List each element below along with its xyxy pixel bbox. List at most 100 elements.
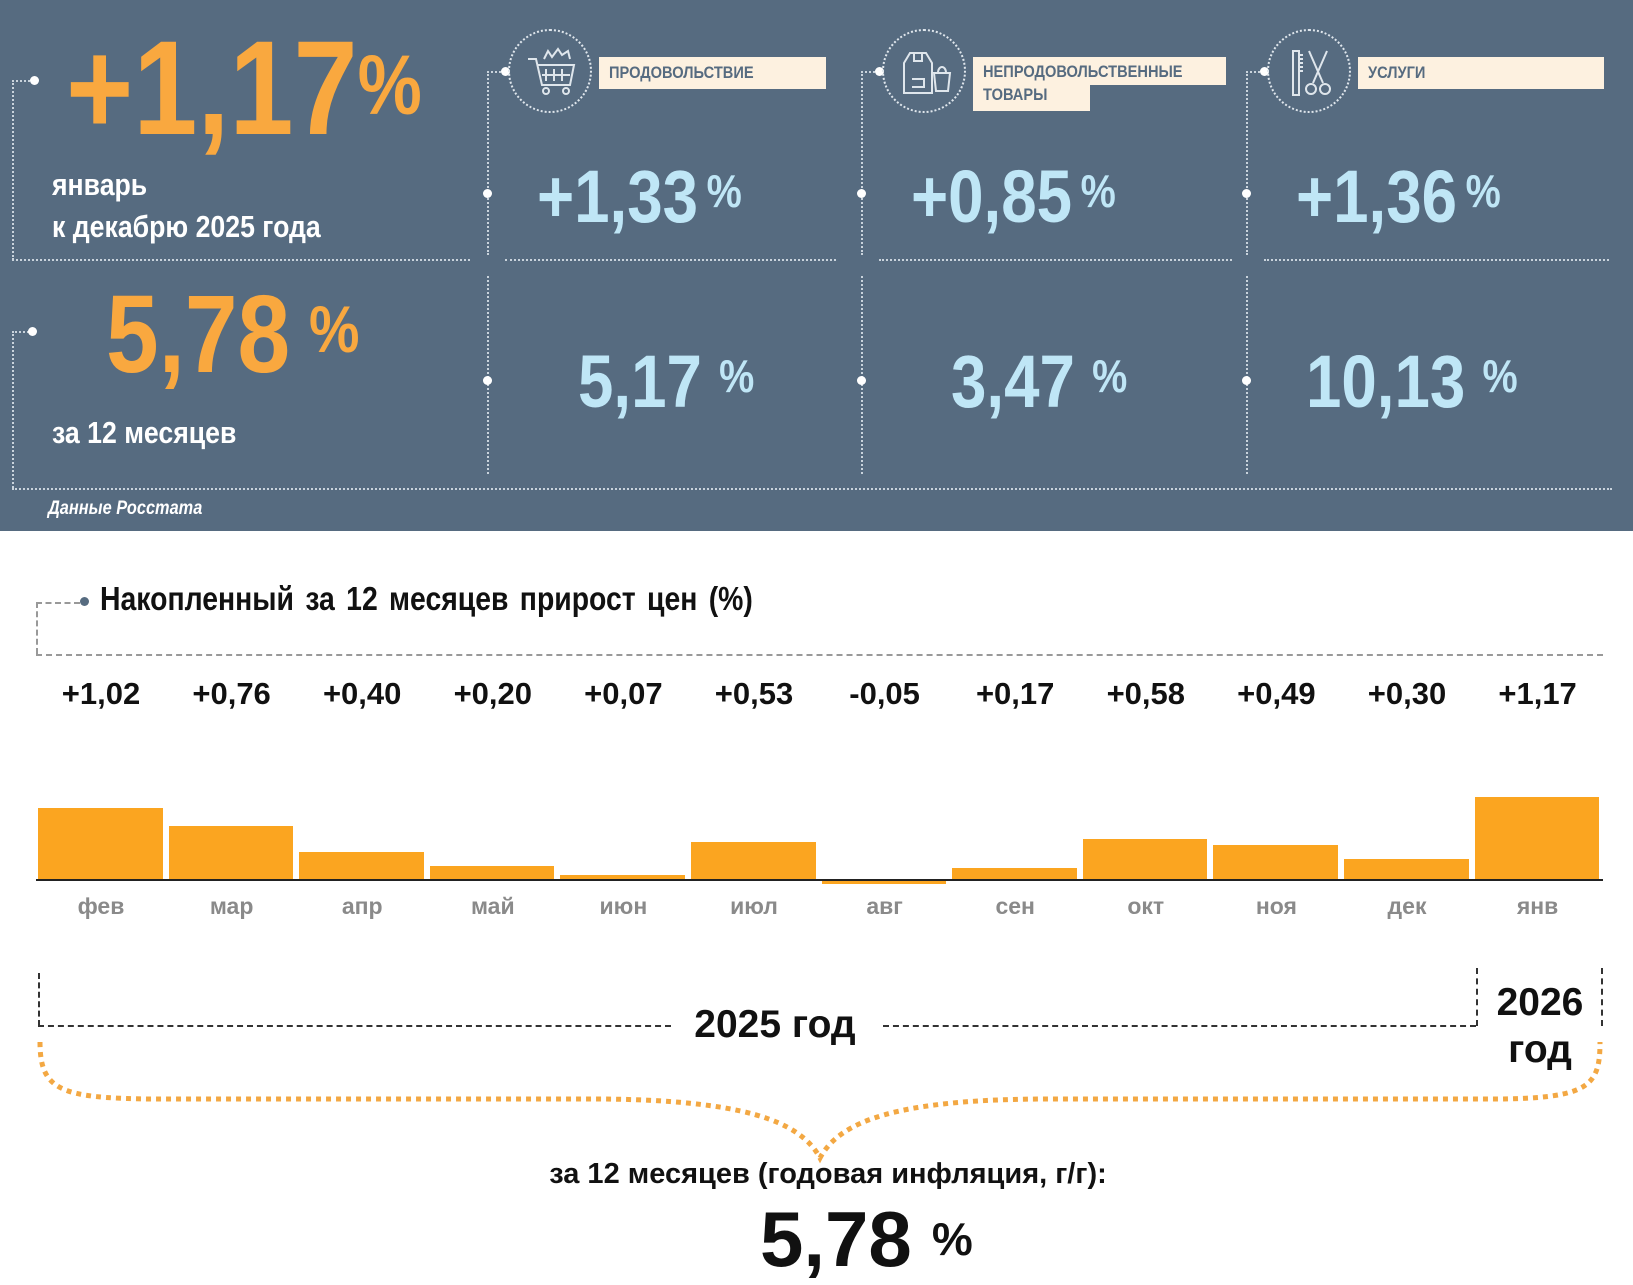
bar-авг [821,880,947,884]
column-divider [861,276,863,474]
summary-panel: +1,17% январь к декабрю 2025 года 5,78% з… [0,0,1633,531]
connector-dot [483,376,492,385]
value-label: +0,58 [1106,676,1186,711]
value-label: +0,53 [714,676,794,711]
category-label: УСЛУГИ [1358,57,1604,89]
category-annual-value: 5,17% [578,340,755,423]
annual-inflation-caption: за 12 месяцев (годовая инфляция, г/г): [549,1158,1107,1190]
divider [1264,259,1609,261]
divider [12,488,1612,490]
month-label: мар [209,893,254,919]
column-divider [861,71,863,255]
bar-ноя [1213,845,1338,880]
title-connector [36,602,38,654]
divider [12,259,470,261]
connector-dot [1242,376,1251,385]
bar-янв [1474,796,1600,880]
annual-caption: за 12 месяцев [52,415,237,450]
annual-inflation-total: 5,78% [760,1195,973,1283]
bracket-2025-line [38,1025,671,1027]
month-label: сен [995,893,1035,919]
bar-дек [1344,858,1469,880]
month-label: июл [730,893,778,919]
column-divider [487,71,489,255]
month-label: апр [341,893,383,919]
category-annual-value: 3,47% [951,340,1128,423]
bar-окт [1082,838,1208,880]
connector-dot [1242,189,1251,198]
month-label: дек [1387,893,1427,919]
month-label: май [470,893,515,919]
title-connector [36,602,80,604]
month-label: июн [599,893,648,919]
value-label: +0,76 [192,676,271,711]
bracket-divider [1476,968,1478,1026]
category-label: НЕПРОДОВОЛЬСТВЕННЫЕ [973,57,1226,85]
value-label: -0,05 [849,676,920,711]
month-label: янв [1516,893,1559,919]
connector-line [12,80,34,82]
connector-dot [857,376,866,385]
value-label: +0,20 [453,676,533,711]
category-annual-value: 10,13% [1306,340,1518,423]
comb-scissors-icon [1267,29,1351,113]
bar-мар [168,826,294,880]
connector-line [861,71,879,73]
year-2025-label: 2025 год [694,1003,856,1046]
connector-dot [28,327,37,336]
month-label: авг [866,893,903,919]
connector-dot [875,67,884,76]
chart-title: Накопленный за 12 месяцев прирост цен (%… [100,580,753,617]
monthly-inflation-value: +1,17% [66,14,422,163]
month-label: ноя [1255,893,1297,919]
connector-dot [483,189,492,198]
monthly-caption: январь к декабрю 2025 года [52,167,321,244]
year-2026-label: 2026 год [1496,981,1584,1071]
clothing-bag-icon [882,29,966,113]
connector-line [12,331,32,333]
value-label: +0,07 [584,676,663,711]
annual-inflation-value: 5,78% [106,273,360,396]
bracket-2025-left [38,973,40,1026]
value-label: +0,30 [1367,676,1447,711]
bar-май [429,865,555,880]
connector-line [12,331,14,488]
value-label: +0,40 [322,676,402,711]
value-label: +0,17 [975,676,1055,711]
value-label: +1,02 [61,676,141,711]
shopping-cart-icon [508,29,592,113]
bar-сен [952,867,1077,880]
bar-фев [38,807,163,880]
connector-dot [857,189,866,198]
bracket-2025-line [883,1025,1476,1027]
connector-line [1246,71,1264,73]
bar-июл [691,842,816,880]
month-label: окт [1127,893,1165,919]
bar-июн [560,875,685,880]
connector-line [12,80,14,260]
category-monthly-value: +0,85% [911,155,1116,238]
column-divider [1246,71,1248,255]
month-label: фев [77,893,125,919]
divider [505,259,836,261]
title-divider [36,654,1603,656]
divider [879,259,1232,261]
bracket-2026-right [1601,968,1603,1026]
column-divider [1246,276,1248,474]
category-monthly-value: +1,33% [537,155,742,238]
curly-brace [37,1041,1603,1164]
connector-dot [30,76,39,85]
value-label: +1,17 [1498,676,1577,711]
value-label: +0,49 [1237,676,1316,711]
category-monthly-value: +1,36% [1296,155,1501,238]
chart-baseline [36,879,1603,881]
connector-line [487,71,505,73]
title-dot [80,597,89,606]
source-note: Данные Росстата [48,498,203,519]
connector-dot [1260,67,1269,76]
category-label-line2: ТОВАРЫ [973,85,1090,111]
connector-dot [501,67,510,76]
bar-апр [299,851,424,880]
category-label: ПРОДОВОЛЬСТВИЕ [599,57,826,89]
column-divider [487,276,489,474]
